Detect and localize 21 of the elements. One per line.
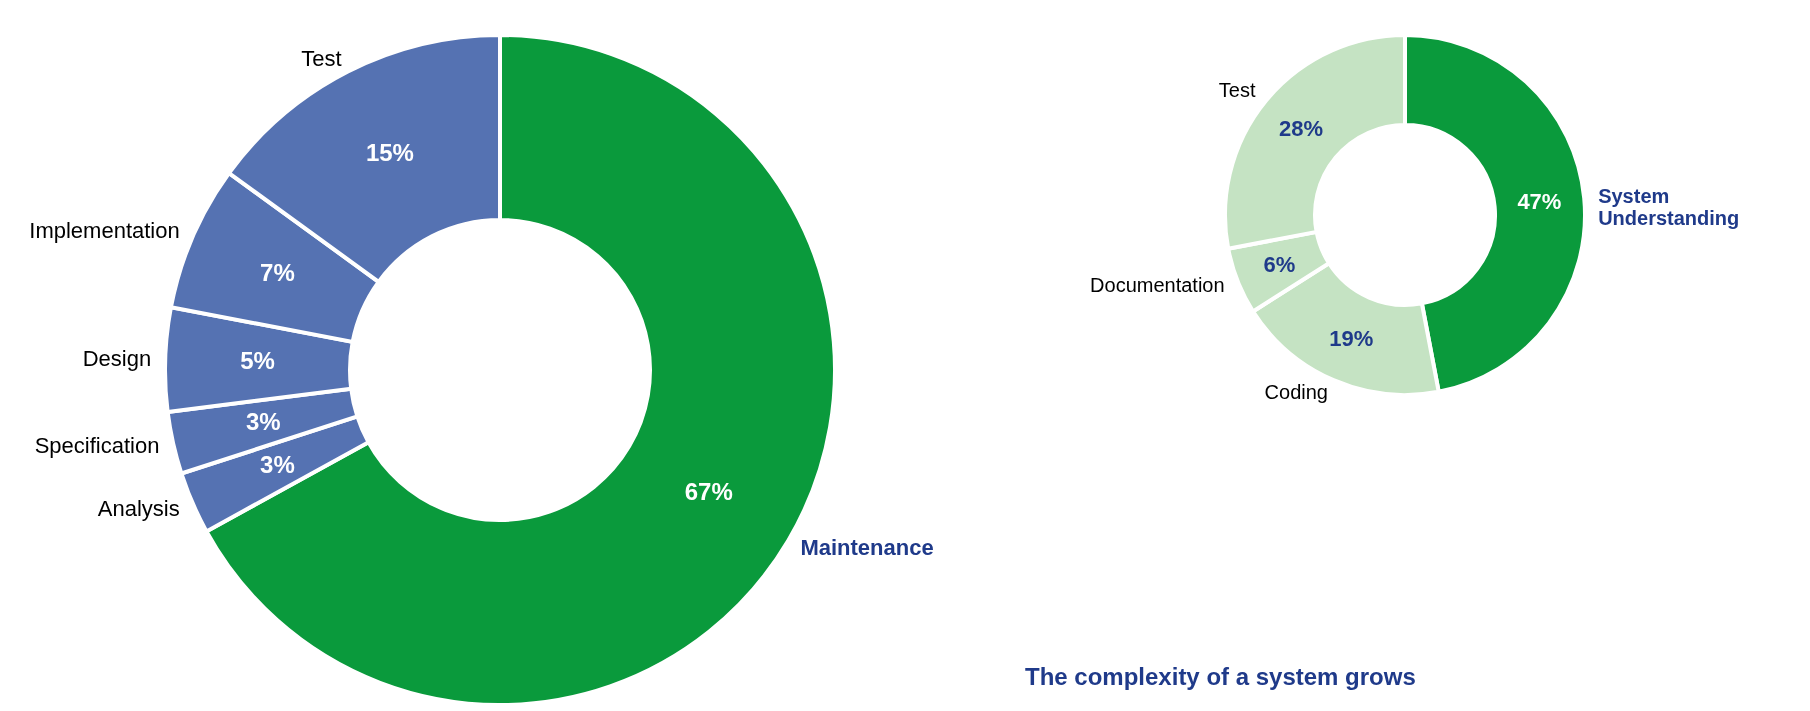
data-label: 3%: [246, 407, 281, 435]
data-label: 5%: [240, 347, 275, 375]
text: The complexity of a system grows: [1025, 663, 1416, 690]
data-label: 67%: [684, 478, 733, 506]
slice-label: Design: [82, 346, 152, 372]
data-label: 28%: [1278, 115, 1323, 141]
data-label: 15%: [365, 138, 414, 166]
data-label: 47%: [1517, 189, 1562, 215]
slice-label: Test: [1218, 79, 1256, 102]
slice-label: System Understanding: [1598, 184, 1740, 229]
slice-label: Coding: [1264, 381, 1328, 404]
data-label: 6%: [1263, 251, 1296, 277]
data-label: 19%: [1329, 325, 1374, 351]
slice-label: Test: [301, 46, 342, 72]
data-label: 3%: [260, 451, 295, 479]
slice-label: Specification: [34, 433, 160, 459]
slice-label: Analysis: [97, 495, 180, 521]
data-label: 7%: [260, 258, 295, 286]
slice-label: Documentation: [1090, 274, 1225, 297]
slice-label: Maintenance: [800, 534, 934, 560]
slice-label: Implementation: [29, 218, 180, 244]
